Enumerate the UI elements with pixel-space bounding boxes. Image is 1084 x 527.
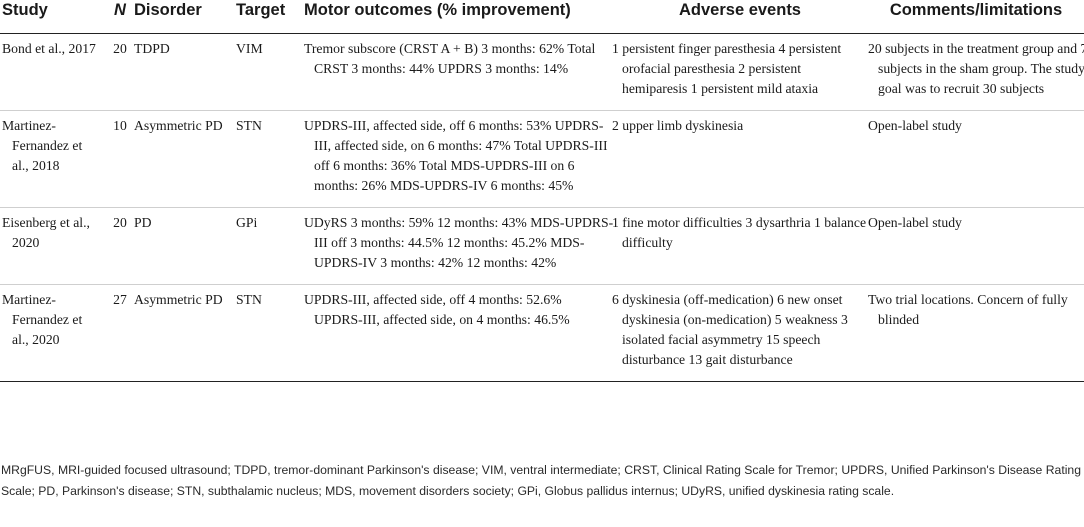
cell-n: 20 [106,33,134,111]
header-target: Target [236,0,304,34]
studies-table: Study N Disorder Target Motor outcomes (… [0,0,1084,382]
cell-n: 20 [106,207,134,285]
table-footnote: MRgFUS, MRI-guided focused ultrasound; T… [1,463,1081,498]
cell-target: VIM [236,33,304,111]
header-comments: Comments/limitations [868,0,1084,34]
cell-n: 27 [106,284,134,382]
header-disorder: Disorder [134,0,236,34]
studies-table-container: Study N Disorder Target Motor outcomes (… [0,0,1084,382]
cell-comments: Two trial locations. Concern of fully bl… [868,292,1068,327]
table-row: Bond et al., 2017 20 TDPD VIM Tremor sub… [0,33,1084,111]
cell-adverse: 1 fine motor difficulties 3 dysarthria 1… [612,215,867,250]
header-study: Study [0,0,106,34]
header-adverse-events: Adverse events [612,0,868,34]
cell-study: Bond et al., 2017 [2,41,96,56]
cell-study: Martinez-Fernandez et al., 2020 [2,292,83,347]
cell-disorder: Asymmetric PD [134,118,223,133]
cell-motor: UPDRS-III, affected side, off 6 months: … [304,118,608,193]
table-row: Martinez-Fernandez et al., 2020 27 Asymm… [0,284,1084,382]
cell-comments: Open-label study [868,215,962,230]
cell-motor: UPDRS-III, affected side, off 4 months: … [304,292,570,327]
table-row: Eisenberg et al., 2020 20 PD GPi UDyRS 3… [0,207,1084,285]
cell-target: STN [236,284,304,382]
cell-disorder: PD [134,215,152,230]
cell-motor: Tremor subscore (CRST A + B) 3 months: 6… [304,41,596,76]
cell-target: GPi [236,207,304,285]
cell-disorder: TDPD [134,41,170,56]
header-motor-outcomes: Motor outcomes (% improvement) [304,0,612,34]
cell-adverse: 6 dyskinesia (off-medication) 6 new onse… [612,292,848,367]
cell-comments: 20 subjects in the treatment group and 7… [868,41,1084,96]
cell-study: Eisenberg et al., 2020 [2,215,90,250]
cell-adverse: 2 upper limb dyskinesia [612,118,744,133]
cell-disorder: Asymmetric PD [134,292,223,307]
cell-comments: Open-label study [868,118,962,133]
cell-target: STN [236,110,304,208]
cell-adverse: 1 persistent finger paresthesia 4 persis… [612,41,842,96]
table-row: Martinez-Fernandez et al., 2018 10 Asymm… [0,110,1084,208]
cell-n: 10 [106,110,134,208]
cell-motor: UDyRS 3 months: 59% 12 months: 43% MDS-U… [304,215,614,270]
header-row: Study N Disorder Target Motor outcomes (… [0,0,1084,34]
cell-study: Martinez-Fernandez et al., 2018 [2,118,83,173]
header-n: N [106,0,134,34]
